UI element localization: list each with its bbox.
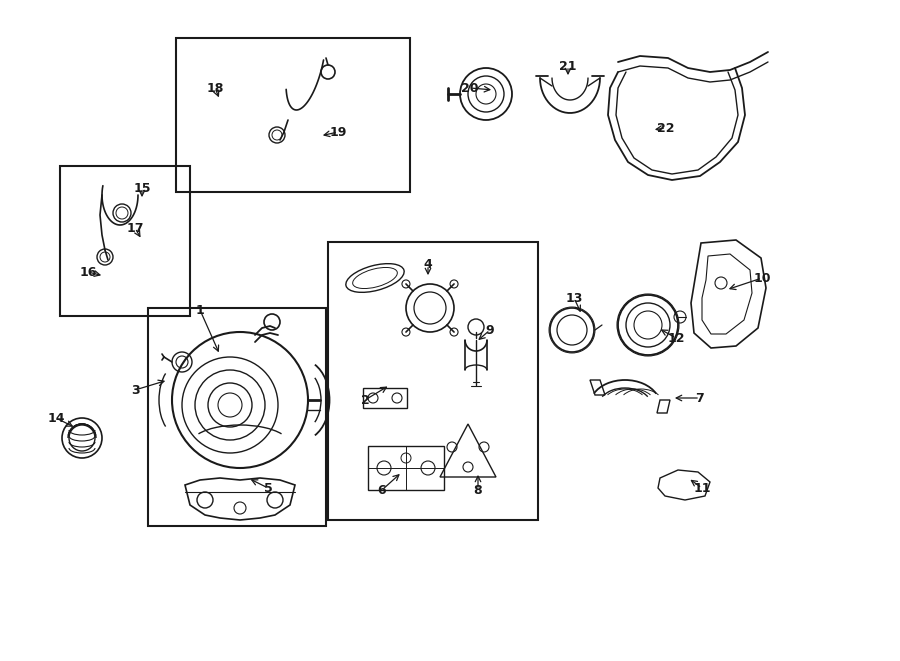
Text: 7: 7 <box>696 391 705 405</box>
Bar <box>176 38 410 192</box>
Text: 15: 15 <box>133 182 151 194</box>
Text: 10: 10 <box>753 272 770 284</box>
Text: 8: 8 <box>473 483 482 496</box>
Text: 22: 22 <box>657 122 675 134</box>
Text: 5: 5 <box>264 481 273 494</box>
Text: 19: 19 <box>329 126 346 139</box>
Text: 1: 1 <box>195 303 204 317</box>
Text: 21: 21 <box>559 59 577 73</box>
Text: 13: 13 <box>565 292 582 305</box>
Text: 17: 17 <box>126 221 144 235</box>
Text: 11: 11 <box>693 481 711 494</box>
Text: 12: 12 <box>667 332 685 344</box>
Text: 16: 16 <box>79 266 96 278</box>
Text: 3: 3 <box>130 383 140 397</box>
Text: 18: 18 <box>206 81 224 95</box>
Text: 9: 9 <box>486 323 494 336</box>
Text: 6: 6 <box>378 483 386 496</box>
Bar <box>148 308 326 526</box>
Text: 20: 20 <box>461 81 479 95</box>
Text: 14: 14 <box>47 412 65 424</box>
Bar <box>328 242 538 520</box>
Bar <box>60 166 190 316</box>
Text: 2: 2 <box>361 393 369 407</box>
Text: 4: 4 <box>424 258 432 272</box>
